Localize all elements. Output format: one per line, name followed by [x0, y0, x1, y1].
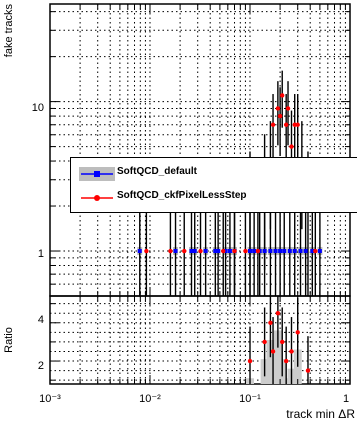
point-softqcd-ckfpixellessstep [221, 249, 225, 253]
ratio-panel: 4 2 Ratio 10⁻³ 10⁻² 10⁻¹ 1 track min ΔR [3, 296, 355, 421]
point-softqcd-default [299, 249, 303, 253]
point-softqcd-ckfpixellessstep [144, 249, 148, 253]
legend-label-softqcd-ckfpixellessstep: SoftQCD_ckfPixelLessStep [117, 190, 247, 201]
ratio-point [280, 340, 284, 344]
point-softqcd-default [248, 249, 252, 253]
point-softqcd-default [274, 249, 278, 253]
point-softqcd-ckfpixellessstep [284, 123, 288, 127]
point-softqcd-default [268, 249, 272, 253]
legend-swatch-red-dot-icon [79, 190, 115, 206]
point-softqcd-default [263, 249, 267, 253]
ratio-point [271, 349, 275, 353]
ratio-point [268, 321, 272, 325]
x-tick-1e-3: 10⁻³ [39, 393, 61, 405]
legend-swatch-band-square-icon [79, 166, 115, 182]
ratio-point [276, 311, 280, 315]
point-softqcd-default [216, 249, 220, 253]
point-softqcd-default [293, 249, 297, 253]
ratio-y-axis-label: Ratio [3, 327, 15, 353]
main-y-tick-10: 10 [32, 102, 44, 114]
ratio-point [296, 330, 300, 334]
point-softqcd-default [204, 249, 208, 253]
ratio-point [262, 340, 266, 344]
point-softqcd-ckfpixellessstep [243, 249, 247, 253]
point-softqcd-default [228, 249, 232, 253]
point-softqcd-default [288, 249, 292, 253]
point-softqcd-default [304, 249, 308, 253]
point-softqcd-ckfpixellessstep [296, 123, 300, 127]
ratio-point [306, 368, 310, 372]
point-softqcd-ckfpixellessstep [278, 114, 282, 118]
point-softqcd-ckfpixellessstep [182, 249, 186, 253]
legend-label-softqcd-default: SoftQCD_default [117, 166, 197, 177]
ratio-band [246, 330, 302, 384]
legend: SoftQCD_default SoftQCD_ckfPixelLessStep [70, 157, 357, 213]
point-softqcd-default [318, 249, 322, 253]
point-softqcd-default [278, 249, 282, 253]
x-tick-1e-2: 10⁻² [139, 393, 161, 405]
ratio-point [289, 349, 293, 353]
point-softqcd-default [252, 249, 256, 253]
point-softqcd-ckfpixellessstep [289, 144, 293, 148]
ratio-grid [50, 296, 350, 384]
point-softqcd-default [193, 249, 197, 253]
point-softqcd-ckfpixellessstep [198, 249, 202, 253]
ratio-y-tick-4: 4 [38, 314, 44, 326]
point-softqcd-ckfpixellessstep [280, 93, 284, 97]
legend-entry-softqcd-ckfpixellessstep: SoftQCD_ckfPixelLessStep [71, 186, 357, 210]
main-y-tick-1: 1 [38, 248, 44, 260]
point-softqcd-default [174, 249, 178, 253]
ratio-y-tick-2: 2 [38, 360, 44, 372]
point-softqcd-ckfpixellessstep [313, 249, 317, 253]
x-tick-1: 1 [343, 393, 349, 405]
ratio-point [284, 359, 288, 363]
point-softqcd-ckfpixellessstep [286, 106, 290, 110]
legend-entry-softqcd-default: SoftQCD_default [71, 162, 357, 186]
main-y-axis-label: fake tracks [3, 4, 15, 58]
point-softqcd-ckfpixellessstep [232, 249, 236, 253]
point-softqcd-ckfpixellessstep [276, 106, 280, 110]
point-softqcd-default [138, 249, 142, 253]
x-axis-label: track min ΔR [286, 407, 355, 421]
point-softqcd-default [282, 249, 286, 253]
x-tick-1e-1: 10⁻¹ [239, 393, 261, 405]
ratio-point [248, 359, 252, 363]
point-softqcd-ckfpixellessstep [271, 123, 275, 127]
point-softqcd-ckfpixellessstep [168, 249, 172, 253]
point-softqcd-ckfpixellessstep [256, 249, 260, 253]
main-panel: 10 1 fake tracks [3, 4, 350, 296]
